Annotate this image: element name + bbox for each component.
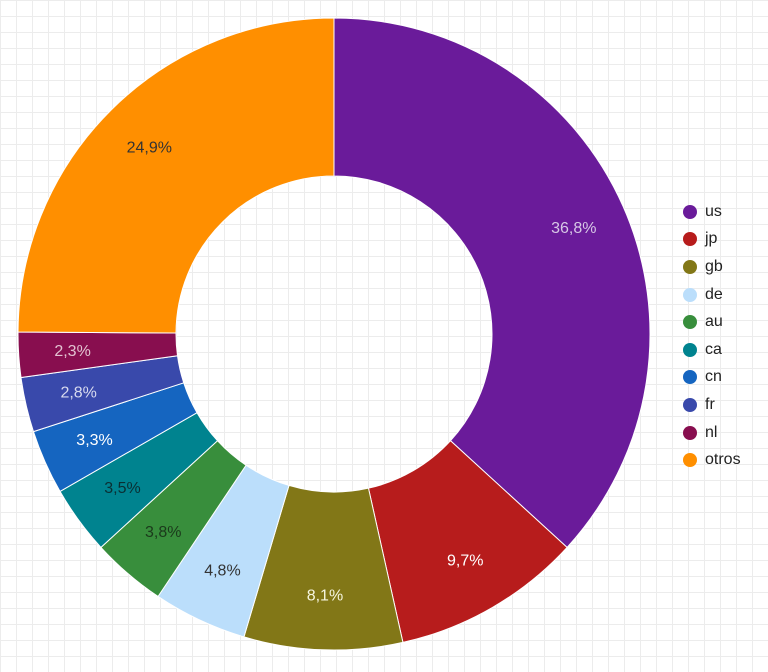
slice-label-de: 4,8% bbox=[204, 563, 240, 580]
slice-us[interactable] bbox=[333, 17, 651, 549]
legend-item-gb[interactable]: gb bbox=[683, 253, 741, 281]
legend-swatch-otros bbox=[683, 453, 697, 468]
legend-label-us: us bbox=[705, 202, 722, 220]
legend-item-nl[interactable]: nl bbox=[683, 419, 741, 447]
legend-item-jp[interactable]: jp bbox=[683, 226, 741, 254]
legend-label-nl: nl bbox=[705, 423, 718, 441]
legend-item-otros[interactable]: otros bbox=[683, 446, 741, 474]
slice-label-ca: 3,5% bbox=[104, 480, 140, 497]
legend-label-ca: ca bbox=[705, 340, 722, 358]
slice-label-us: 36,8% bbox=[551, 220, 596, 237]
legend-label-gb: gb bbox=[705, 257, 723, 275]
slice-label-nl: 2,3% bbox=[54, 343, 90, 360]
legend-label-jp: jp bbox=[705, 230, 718, 248]
slice-label-gb: 8,1% bbox=[307, 587, 343, 604]
slice-label-otros: 24,9% bbox=[127, 140, 172, 157]
legend-label-cn: cn bbox=[705, 368, 722, 386]
legend-swatch-cn bbox=[683, 370, 697, 385]
slice-label-au: 3,8% bbox=[145, 524, 181, 541]
legend-item-ca[interactable]: ca bbox=[683, 336, 741, 364]
slice-label-cn: 3,3% bbox=[76, 432, 112, 449]
legend-item-fr[interactable]: fr bbox=[683, 391, 741, 419]
slice-label-jp: 9,7% bbox=[447, 552, 483, 569]
legend-label-de: de bbox=[705, 285, 723, 303]
legend-item-de[interactable]: de bbox=[683, 281, 741, 309]
legend-label-au: au bbox=[705, 313, 723, 331]
legend: us jp gb de au ca cn fr nl otros bbox=[683, 198, 741, 474]
legend-swatch-us bbox=[683, 204, 697, 219]
legend-item-au[interactable]: au bbox=[683, 308, 741, 336]
slice-otros[interactable] bbox=[17, 17, 335, 334]
legend-swatch-de bbox=[683, 287, 697, 302]
legend-swatch-fr bbox=[683, 397, 697, 412]
legend-swatch-au bbox=[683, 315, 697, 330]
legend-swatch-nl bbox=[683, 425, 697, 440]
legend-swatch-ca bbox=[683, 342, 697, 357]
legend-label-fr: fr bbox=[705, 395, 715, 413]
slice-label-fr: 2,8% bbox=[60, 384, 96, 401]
legend-swatch-jp bbox=[683, 232, 697, 247]
legend-item-cn[interactable]: cn bbox=[683, 364, 741, 392]
slices bbox=[17, 17, 651, 651]
legend-label-otros: otros bbox=[705, 451, 741, 469]
legend-item-us[interactable]: us bbox=[683, 198, 741, 226]
legend-swatch-gb bbox=[683, 259, 697, 274]
slice-labels: 36,8% 9,7% 8,1% 4,8% 3,8% 3,5% 3,3% 2,8% 2,3% 24,… bbox=[54, 140, 596, 605]
